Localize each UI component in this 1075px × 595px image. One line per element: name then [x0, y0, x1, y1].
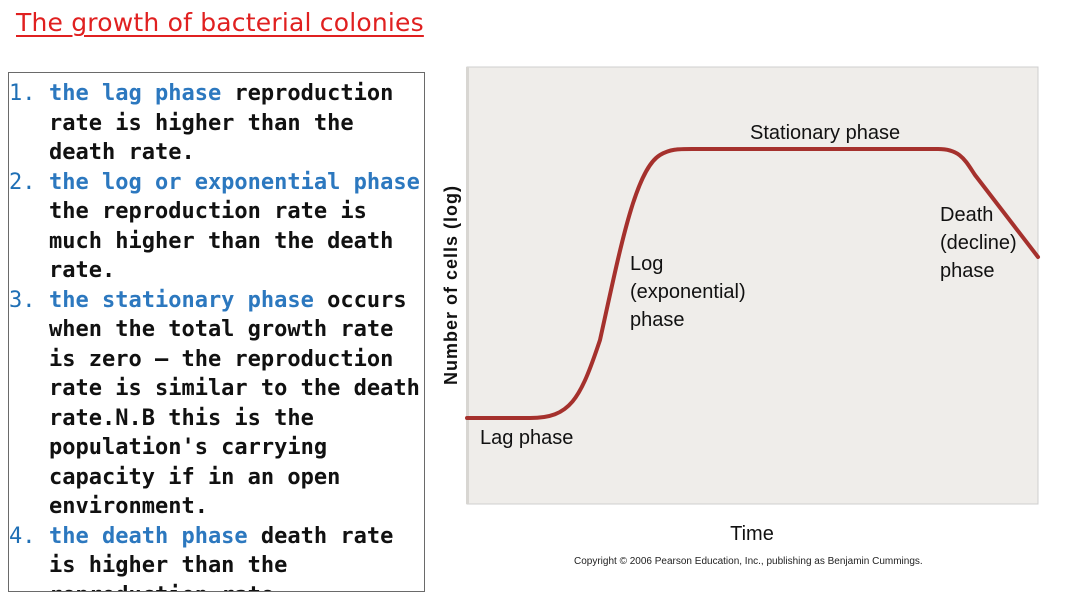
- copyright-notice: Copyright © 2006 Pearson Education, Inc.…: [574, 556, 923, 567]
- phase-name: the death phase: [49, 523, 248, 549]
- list-number: 4.: [9, 523, 36, 549]
- label-log-phase: Log (exponential) phase: [630, 253, 751, 331]
- phase-description: occurs when the total growth rate is zer…: [49, 287, 420, 520]
- phase-description-box: 1. the lag phase reproduction rate is hi…: [8, 72, 425, 592]
- label-death-line-3: phase: [940, 260, 995, 282]
- x-axis-label: Time: [730, 523, 774, 545]
- label-stationary-phase: Stationary phase: [750, 122, 900, 144]
- list-item: 2. the log or exponential phase the repr…: [9, 168, 424, 286]
- list-number: 1.: [9, 81, 36, 106]
- plot-area: [466, 66, 1039, 505]
- page-title: The growth of bacterial colonies: [16, 8, 424, 37]
- list-number: 3.: [9, 287, 36, 313]
- phase-list: 1. the lag phase reproduction rate is hi…: [9, 73, 424, 592]
- list-number: 2.: [9, 169, 36, 195]
- phase-description: death rate is higher than the reproducti…: [49, 523, 394, 592]
- phase-name: the lag phase: [49, 81, 222, 106]
- phase-description: the reproduction rate is much higher tha…: [49, 199, 394, 283]
- plot-edge: [466, 67, 469, 504]
- list-item: 4. the death phase death rate is higher …: [9, 522, 424, 592]
- phase-description: reproduction rate is higher than the dea…: [49, 81, 394, 165]
- list-item: 1. the lag phase reproduction rate is hi…: [9, 79, 424, 168]
- growth-curve: [465, 147, 1040, 420]
- y-axis-label: Number of cells (log): [441, 185, 461, 385]
- phase-name: the log or exponential phase: [49, 169, 420, 195]
- label-death-line-2: (decline): [940, 232, 1017, 254]
- label-log-line-3: phase: [630, 309, 685, 331]
- label-lag-phase: Lag phase: [480, 427, 573, 449]
- phase-name: the stationary phase: [49, 287, 314, 313]
- label-log-line-2: (exponential): [630, 281, 746, 303]
- list-item: 3. the stationary phase occurs when the …: [9, 286, 424, 522]
- label-death-phase: Death (decline) phase: [940, 204, 1022, 282]
- growth-curve-diagram: Number of cells (log) Time Lag phase Log…: [441, 66, 1040, 545]
- label-log-line-1: Log: [630, 253, 663, 275]
- label-death-line-1: Death: [940, 204, 993, 226]
